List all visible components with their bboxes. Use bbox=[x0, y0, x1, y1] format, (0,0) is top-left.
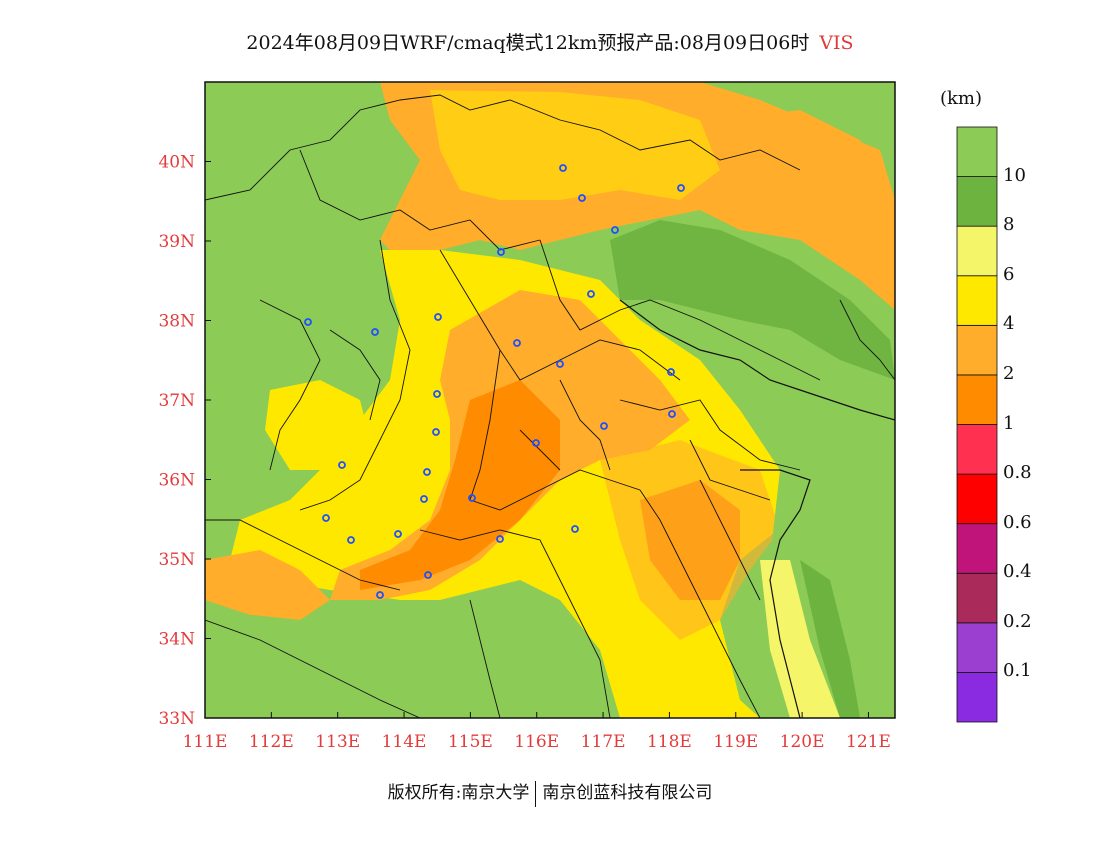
city-marker bbox=[394, 530, 402, 538]
vis-field-coast-6-8 bbox=[760, 560, 840, 718]
city-marker bbox=[556, 360, 564, 368]
city-marker bbox=[532, 439, 540, 447]
city-marker bbox=[347, 536, 355, 544]
vis-field-coast-8-10 bbox=[800, 560, 860, 718]
city-marker bbox=[497, 248, 505, 256]
coastline-south bbox=[740, 469, 811, 718]
map-title: 2024年08月09日WRF/cmaq模式12km预报产品:08月09日06时 V… bbox=[0, 28, 1100, 55]
lon-tick-label: 112E bbox=[249, 732, 294, 752]
coastline bbox=[619, 299, 895, 421]
lat-tick-label: 37N bbox=[158, 391, 195, 411]
colorbar-label: 4 bbox=[1003, 313, 1015, 335]
vis-field-central-1-2 bbox=[360, 380, 560, 590]
city-marker bbox=[559, 164, 567, 172]
lon-tick-label: 117E bbox=[581, 732, 626, 752]
footer-company: 南京创蓝科技有限公司 bbox=[542, 783, 713, 803]
colorbar-segment bbox=[956, 572, 998, 624]
colorbar-segment bbox=[956, 374, 998, 425]
vis-field-sw-2-4 bbox=[205, 550, 330, 620]
vis-field-west-4-6 bbox=[265, 380, 370, 470]
city-marker bbox=[496, 535, 504, 543]
footer-separator bbox=[535, 780, 537, 807]
footer-copyright: 版权所有:南京大学 bbox=[387, 783, 530, 803]
colorbar-segment bbox=[956, 523, 998, 574]
city-marker bbox=[668, 410, 676, 418]
colorbar-segment bbox=[956, 424, 998, 475]
lat-tick-label: 34N bbox=[158, 630, 195, 650]
city-marker bbox=[338, 461, 346, 469]
colorbar-segment bbox=[956, 473, 998, 525]
lat-tick-label: 40N bbox=[158, 153, 195, 173]
city-marker bbox=[424, 571, 432, 579]
city-marker bbox=[578, 194, 586, 202]
colorbar bbox=[956, 126, 998, 723]
colorbar-label: 1 bbox=[1003, 412, 1015, 434]
city-marker bbox=[376, 591, 384, 599]
city-marker bbox=[587, 290, 595, 298]
city-marker bbox=[371, 328, 379, 336]
lon-tick-label: 118E bbox=[647, 732, 692, 752]
vis-field-south-gt10 bbox=[205, 580, 620, 718]
colorbar-label: 0.2 bbox=[1003, 610, 1032, 632]
lat-tick-label: 38N bbox=[158, 312, 195, 332]
city-marker bbox=[304, 318, 312, 326]
vis-field-north-4-6 bbox=[430, 90, 720, 200]
title-main: 2024年08月09日WRF/cmaq模式12km预报产品:08月09日06时 bbox=[246, 32, 810, 54]
city-marker bbox=[571, 525, 579, 533]
colorbar-label: 2 bbox=[1003, 362, 1015, 384]
lat-tick-label: 39N bbox=[158, 232, 195, 252]
lat-tick-label: 33N bbox=[158, 709, 195, 729]
colorbar-label: 10 bbox=[1003, 164, 1026, 186]
city-marker bbox=[322, 514, 330, 522]
colorbar-segment bbox=[956, 622, 998, 673]
city-marker bbox=[468, 494, 476, 502]
city-marker bbox=[423, 468, 431, 476]
footer: 版权所有:南京大学 南京创蓝科技有限公司 bbox=[0, 778, 1100, 807]
lon-tick-label: 121E bbox=[846, 732, 891, 752]
city-marker bbox=[611, 226, 619, 234]
city-marker bbox=[420, 495, 428, 503]
city-marker bbox=[513, 339, 521, 347]
colorbar-unit: (km) bbox=[940, 88, 983, 109]
lon-tick-label: 120E bbox=[780, 732, 825, 752]
colorbar-label: 6 bbox=[1003, 263, 1015, 285]
city-marker bbox=[432, 428, 440, 436]
lon-tick-label: 114E bbox=[382, 732, 427, 752]
colorbar-segment bbox=[956, 225, 998, 277]
vis-field-ne-2-4 bbox=[720, 110, 880, 220]
map-fields bbox=[205, 82, 895, 718]
city-marker bbox=[667, 368, 675, 376]
colorbar-segment bbox=[956, 324, 998, 376]
city-marker bbox=[600, 422, 608, 430]
colorbar-label: 0.1 bbox=[1003, 660, 1032, 682]
colorbar-segment bbox=[956, 176, 998, 227]
city-marker bbox=[433, 390, 441, 398]
colorbar-label: 8 bbox=[1003, 214, 1015, 236]
colorbar-label: 0.4 bbox=[1003, 561, 1032, 583]
lat-tick-label: 36N bbox=[158, 471, 195, 491]
city-marker bbox=[434, 313, 442, 321]
lon-tick-label: 115E bbox=[448, 732, 493, 752]
colorbar-label: 0.8 bbox=[1003, 462, 1032, 484]
admin-boundaries bbox=[205, 94, 895, 718]
colorbar-segment bbox=[956, 275, 998, 326]
lon-tick-label: 116E bbox=[514, 732, 559, 752]
city-marker bbox=[677, 184, 685, 192]
colorbar-segment bbox=[956, 672, 998, 723]
colorbar-label: 0.6 bbox=[1003, 511, 1032, 533]
vis-field-bohai-8-10 bbox=[610, 220, 895, 380]
city-markers bbox=[304, 164, 685, 599]
lat-tick-label: 35N bbox=[158, 550, 195, 570]
lon-tick-label: 111E bbox=[183, 732, 228, 752]
colorbar-segment bbox=[956, 126, 998, 177]
vis-field-east-2-4 bbox=[600, 440, 780, 640]
title-variable: VIS bbox=[819, 32, 854, 54]
axis-ticks: 111E 112E 113E 114E 115E 116E 117E 118E 119E 120E… bbox=[158, 153, 890, 753]
lon-tick-label: 119E bbox=[713, 732, 758, 752]
lon-tick-label: 113E bbox=[315, 732, 360, 752]
